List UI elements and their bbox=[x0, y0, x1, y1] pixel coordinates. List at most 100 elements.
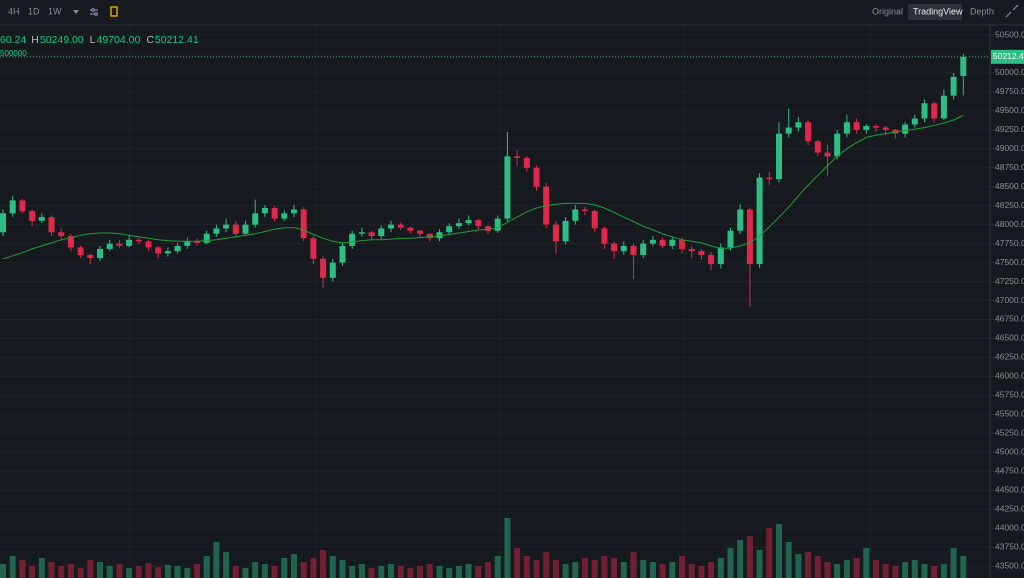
candle-body bbox=[649, 239, 656, 244]
volume-bar bbox=[329, 556, 336, 578]
volume-bar bbox=[669, 562, 676, 578]
candle-body bbox=[0, 213, 6, 233]
candle-body bbox=[950, 76, 957, 96]
candle-body bbox=[582, 209, 588, 212]
candle-body bbox=[368, 232, 375, 237]
ohlc-key: H bbox=[31, 34, 39, 46]
view-tab[interactable]: Original bbox=[872, 6, 903, 16]
volume-bar bbox=[19, 560, 26, 578]
volume-bar bbox=[882, 564, 889, 578]
volume-bar bbox=[814, 556, 821, 578]
volume-bar bbox=[795, 554, 802, 578]
candle-body bbox=[223, 224, 230, 229]
time-grid bbox=[129, 25, 871, 578]
y-tick-label: 45000.00 bbox=[995, 446, 1024, 456]
candle-body bbox=[446, 226, 453, 233]
candle-body bbox=[795, 122, 802, 128]
candle-body bbox=[29, 211, 36, 221]
candle-body bbox=[805, 122, 812, 142]
candle-body bbox=[960, 56, 967, 76]
settings-icon[interactable] bbox=[90, 8, 98, 16]
candle-body bbox=[485, 226, 491, 231]
candle-body bbox=[397, 224, 404, 228]
candle-body bbox=[514, 156, 521, 158]
candle-body bbox=[378, 228, 385, 237]
volume-bar bbox=[950, 548, 957, 578]
y-tick-label: 48750.00 bbox=[995, 162, 1024, 172]
view-tab[interactable]: Depth bbox=[970, 6, 994, 16]
candle-body bbox=[184, 241, 191, 246]
volume-bar bbox=[155, 567, 162, 578]
volume-bar bbox=[426, 564, 433, 578]
candle-body bbox=[135, 239, 142, 242]
volume-bar bbox=[29, 566, 36, 578]
candle-body bbox=[533, 167, 540, 187]
candle-body bbox=[164, 251, 171, 254]
volume-bar bbox=[679, 556, 685, 578]
candle-body bbox=[174, 245, 181, 252]
volume-bar bbox=[902, 562, 909, 578]
candle-body bbox=[281, 213, 288, 219]
volume-bar bbox=[77, 568, 84, 578]
indicator-icon[interactable] bbox=[110, 6, 118, 17]
y-tick-label: 47500.00 bbox=[995, 257, 1024, 267]
ohlc-legend: 60.24 H 50249.00 L 49704.00 C 50212.41 bbox=[0, 34, 199, 46]
ma-line bbox=[2, 114, 964, 260]
candle-body bbox=[310, 238, 317, 259]
candle-body bbox=[659, 239, 666, 246]
view-tab-active[interactable]: TradingView bbox=[913, 6, 963, 16]
y-tick-label: 46750.00 bbox=[995, 314, 1024, 324]
interval[interactable]: 4H bbox=[8, 6, 20, 16]
dropdown-icon[interactable] bbox=[73, 10, 79, 14]
volume-bar bbox=[572, 562, 579, 578]
volume-bar bbox=[805, 552, 812, 578]
y-tick-label: 47000.00 bbox=[995, 295, 1024, 305]
volume-bar bbox=[834, 564, 841, 578]
y-tick-label: 50000.00 bbox=[995, 67, 1024, 77]
volume-bar bbox=[717, 558, 724, 578]
y-tick-label: 49750.00 bbox=[995, 86, 1024, 96]
volume-bar bbox=[940, 564, 947, 578]
candle-body bbox=[611, 243, 618, 252]
volume-bar bbox=[388, 564, 394, 578]
ohlc-value: 49704.00 bbox=[97, 34, 141, 46]
candle-body bbox=[814, 141, 821, 153]
volume-bar bbox=[223, 552, 230, 578]
candle-body bbox=[669, 239, 676, 246]
volume-bar bbox=[261, 564, 268, 578]
candle-body bbox=[737, 209, 744, 231]
volume-bar bbox=[911, 560, 918, 578]
volume-bar bbox=[591, 560, 598, 578]
candle-body bbox=[203, 233, 210, 243]
volume-bar bbox=[446, 568, 453, 578]
volume-bar bbox=[116, 564, 123, 578]
candle-body bbox=[853, 122, 860, 130]
candle-body bbox=[708, 254, 715, 265]
candle-body bbox=[213, 228, 220, 234]
ohlc-open: 60.24 bbox=[0, 34, 26, 46]
candle-body bbox=[630, 245, 637, 255]
volume-bar bbox=[310, 558, 317, 578]
volume-bar bbox=[921, 564, 928, 578]
volume-bar bbox=[349, 566, 356, 578]
volume-bar bbox=[523, 556, 530, 578]
interval[interactable]: 1D bbox=[28, 6, 40, 16]
ohlc-value: 50212.41 bbox=[155, 34, 199, 46]
y-tick-label: 49250.00 bbox=[995, 124, 1024, 134]
volume-bar bbox=[465, 564, 472, 578]
candle-body bbox=[48, 217, 55, 233]
candle-body bbox=[349, 233, 356, 246]
volume-bar bbox=[756, 550, 763, 578]
ohlc-key: C bbox=[146, 34, 154, 46]
candle-body bbox=[601, 228, 608, 244]
candle-body bbox=[291, 209, 297, 214]
fullscreen-icon[interactable] bbox=[1005, 4, 1019, 18]
candle-body bbox=[688, 248, 695, 252]
candle-body bbox=[523, 157, 530, 168]
interval[interactable]: 1W bbox=[48, 6, 62, 16]
volume-bar bbox=[48, 562, 55, 578]
candle-body bbox=[388, 224, 394, 229]
volume-bar bbox=[9, 556, 16, 578]
candle-body bbox=[358, 232, 365, 234]
